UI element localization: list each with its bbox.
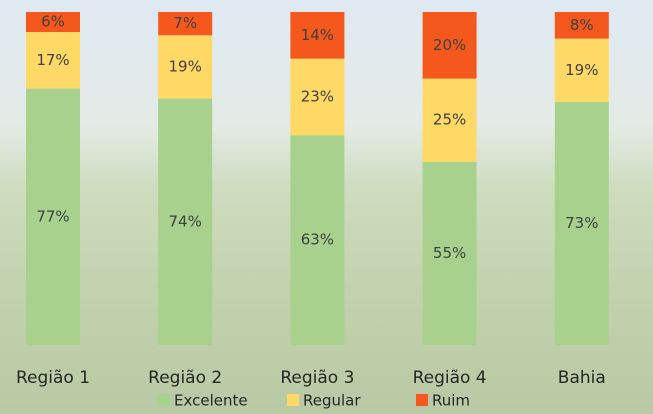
- value-label: 20%: [433, 36, 466, 54]
- value-label: 55%: [433, 244, 466, 262]
- page: {"chart_data": {"type": "stacked-bar", "…: [0, 0, 653, 414]
- value-label: 74%: [169, 212, 202, 230]
- value-label: 14%: [301, 26, 334, 44]
- value-label: 63%: [301, 231, 334, 249]
- legend-label: Excelente: [174, 392, 248, 410]
- value-label: 23%: [301, 87, 334, 105]
- value-label: 77%: [36, 207, 69, 225]
- legend-label: Regular: [303, 392, 361, 410]
- x-tick-label: Região 4: [413, 368, 487, 388]
- value-label: 73%: [565, 214, 598, 232]
- value-label: 25%: [433, 111, 466, 129]
- value-label: 7%: [173, 14, 197, 32]
- x-tick-label: Região 3: [280, 368, 354, 388]
- value-label: 6%: [41, 12, 65, 30]
- value-label: 19%: [169, 57, 202, 75]
- chart: 77% 17% 6% Região 1 74% 19% 7% Região 2 63% 23% 14…: [0, 0, 653, 414]
- x-tick-label: Região 2: [148, 368, 222, 388]
- legend-swatch: [158, 394, 170, 406]
- legend-label: Ruim: [432, 392, 470, 410]
- x-tick-label: Região 1: [16, 368, 90, 388]
- value-label: 8%: [570, 16, 594, 34]
- value-label: 17%: [36, 51, 69, 69]
- legend-swatch: [416, 394, 428, 406]
- value-label: 19%: [565, 61, 598, 79]
- x-tick-label: Bahia: [558, 368, 606, 388]
- legend-swatch: [287, 394, 299, 406]
